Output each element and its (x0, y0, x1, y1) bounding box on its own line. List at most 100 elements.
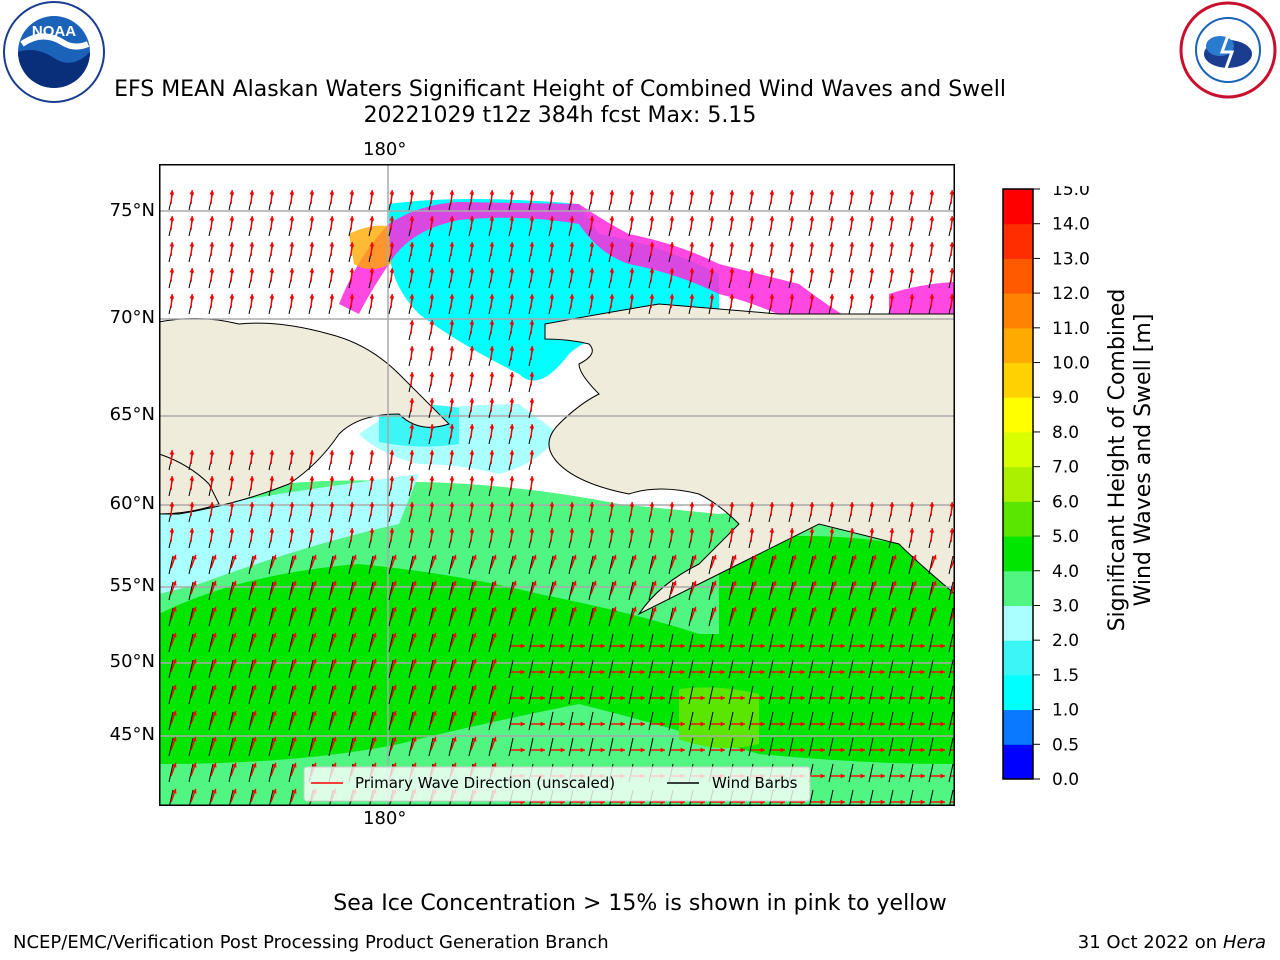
wave-arrow-head (620, 721, 625, 727)
wind-barb (909, 789, 914, 805)
colorbar-segment (1003, 536, 1033, 572)
wind-barb (608, 737, 614, 757)
colorbar-tick-label: 7.0 (1052, 458, 1079, 478)
wave-arrow-head (580, 721, 585, 727)
wind-barb (948, 711, 954, 731)
wave-arrow-head (489, 242, 495, 247)
wind-barb (488, 737, 494, 757)
wave-arrow-head (829, 268, 835, 273)
wave-arrow-head (569, 216, 575, 221)
wave-arrow-head (429, 502, 435, 507)
wave-arrow-head (889, 294, 895, 299)
wave-arrow-head (640, 695, 645, 701)
wave-arrow-head (429, 424, 435, 429)
wave-arrow-head (920, 773, 925, 779)
wind-barb (648, 555, 654, 575)
wave-arrow-head (369, 268, 375, 273)
wind-barb (908, 737, 914, 757)
wave-arrow-head (600, 695, 605, 701)
wave-arrow-head (669, 190, 675, 195)
wind-barb (508, 607, 514, 627)
wave-arrow-head (472, 606, 477, 612)
wave-arrow-head (192, 632, 197, 638)
wave-arrow-head (312, 606, 317, 612)
wind-barb (788, 685, 794, 705)
wind-barb (828, 737, 834, 757)
wave-arrow-head (249, 216, 255, 221)
wave-arrow-head (800, 747, 805, 753)
wave-arrow-head (189, 294, 195, 299)
wind-barb (448, 633, 454, 653)
wave-arrow-head (880, 721, 885, 727)
wave-arrow-head (312, 684, 317, 690)
wind-barb (208, 659, 214, 679)
wave-arrow-head (740, 643, 745, 649)
wave-arrow-head (369, 294, 375, 299)
wave-arrow-head (732, 554, 737, 560)
wave-arrow-head (609, 294, 615, 299)
wave-arrow-head (729, 294, 735, 299)
wave-arrow-head (900, 799, 905, 805)
wave-arrow-head (709, 528, 715, 533)
wind-barb (768, 581, 774, 601)
wave-arrow-head (289, 190, 295, 195)
wind-barb (308, 607, 314, 627)
wave-arrow-head (272, 658, 277, 664)
wind-barb (708, 581, 714, 601)
wave-arrow-head (749, 294, 755, 299)
wave-arrow-head (229, 190, 235, 195)
wave-arrow-head (549, 294, 555, 299)
wave-arrow-head (252, 632, 257, 638)
wave-arrow-head (712, 606, 717, 612)
wave-arrow-head (472, 684, 477, 690)
wave-arrow-head (209, 268, 215, 273)
wave-arrow-head (232, 710, 237, 716)
wave-arrow-head (472, 710, 477, 716)
wave-arrow-head (852, 580, 857, 586)
wind-barb (928, 711, 934, 731)
wave-arrow-head (869, 528, 875, 533)
wind-barb (188, 633, 194, 653)
wind-barb (608, 633, 614, 653)
wave-arrow-head (900, 643, 905, 649)
wind-barb (588, 737, 594, 757)
wave-arrow-head (452, 632, 457, 638)
wave-arrow-head (832, 580, 837, 586)
wind-barb (268, 763, 274, 783)
wave-arrow-head (392, 580, 397, 586)
wind-barb (388, 685, 394, 705)
wave-arrow-head (520, 643, 525, 649)
wind-barb (668, 581, 674, 601)
wave-arrow-head (829, 294, 835, 299)
wave-arrow-head (752, 554, 757, 560)
wave-arrow-head (509, 502, 515, 507)
wave-arrow-head (209, 216, 215, 221)
wave-arrow-head (449, 424, 455, 429)
wave-arrow-head (312, 580, 317, 586)
wave-arrow-head (860, 773, 865, 779)
wave-arrow-head (212, 580, 217, 586)
wave-arrow-head (292, 658, 297, 664)
wave-arrow-head (172, 580, 177, 586)
wind-barb (888, 685, 894, 705)
wave-arrow-head (549, 216, 555, 221)
wave-arrow-head (392, 736, 397, 742)
wind-barb (308, 659, 314, 679)
wave-arrow-head (469, 190, 475, 195)
wind-barb (308, 633, 314, 653)
wave-arrow-head (372, 580, 377, 586)
wave-arrow-head (580, 695, 585, 701)
wind-barb (928, 685, 934, 705)
wind-barb (208, 711, 214, 731)
wind-barb (268, 555, 274, 575)
wave-arrow-head (369, 216, 375, 221)
wind-barb (289, 789, 294, 805)
wind-barb (328, 737, 334, 757)
wind-barb (808, 737, 814, 757)
wave-arrow-head (289, 528, 295, 533)
wave-arrow-head (512, 606, 517, 612)
wave-arrow-head (252, 554, 257, 560)
wave-arrow-head (772, 554, 777, 560)
map-frame (159, 164, 955, 806)
wave-arrow-head (172, 762, 177, 768)
